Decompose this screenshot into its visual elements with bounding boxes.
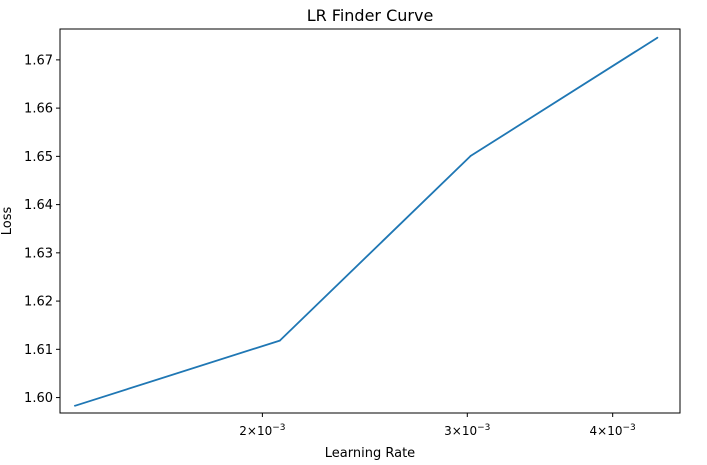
x-tick-label: 4×10−3	[590, 423, 636, 438]
y-tick-label: 1.61	[24, 343, 53, 358]
y-tick-label: 1.67	[24, 53, 53, 68]
data-point	[469, 154, 472, 157]
x-axis-label: Learning Rate	[325, 446, 415, 461]
x-tick-label: 3×10−3	[444, 423, 490, 438]
y-tick-label: 1.64	[24, 198, 53, 213]
y-axis-ticks: 1.60 1.61 1.62 1.63 1.64 1.65 1.66 1.67	[24, 53, 60, 406]
y-tick-label: 1.60	[24, 391, 53, 406]
y-tick-label: 1.66	[24, 102, 53, 117]
chart-title: LR Finder Curve	[307, 6, 434, 25]
y-tick-label: 1.65	[24, 150, 53, 165]
y-axis-label: Loss	[0, 207, 15, 236]
data-point	[278, 339, 281, 342]
plot-area	[59, 28, 681, 414]
x-axis-ticks: 2×10−3 3×10−3 4×10−3	[239, 413, 636, 438]
x-tick-label: 2×10−3	[239, 423, 285, 438]
series-group	[73, 36, 659, 407]
data-point	[73, 404, 76, 407]
series-line	[74, 36, 658, 407]
y-tick-label: 1.62	[24, 295, 53, 310]
y-tick-label: 1.63	[24, 246, 53, 261]
data-point	[656, 36, 659, 39]
